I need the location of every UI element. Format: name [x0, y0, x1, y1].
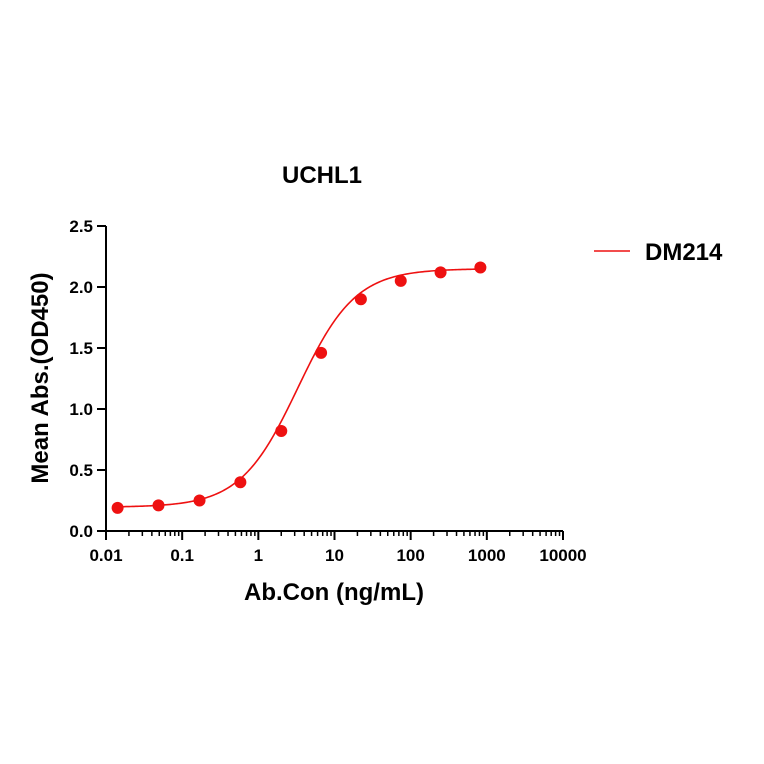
legend: DM214: [594, 239, 723, 266]
y-tick-label: 0.0: [69, 522, 93, 541]
data-point: [315, 346, 328, 359]
x-tick-label: 0.01: [89, 546, 122, 565]
data-point: [394, 274, 407, 287]
plot-area: [111, 261, 487, 514]
x-tick-label: 10000: [539, 546, 586, 565]
x-tick-label: 0.1: [170, 546, 194, 565]
y-tick-label: 2.0: [69, 278, 93, 297]
y-tick-label: 1.0: [69, 400, 93, 419]
data-point: [234, 476, 247, 489]
data-point: [275, 424, 288, 437]
y-axis-title: Mean Abs.(OD450): [27, 272, 54, 483]
fit-curve: [117, 268, 481, 508]
data-point: [193, 494, 206, 507]
y-axis: 0.0 0.5 1.0 1.5 2.0 2.5: [69, 217, 107, 541]
legend-label: DM214: [645, 239, 723, 266]
x-axis: 0.01 0.1 1 10 100 1000 10000: [89, 530, 587, 565]
x-axis-title: Ab.Con (ng/mL): [244, 579, 424, 606]
x-tick-label: 100: [396, 546, 424, 565]
chart-title: UCHL1: [282, 162, 362, 189]
data-point: [474, 261, 487, 274]
y-tick-label: 2.5: [69, 217, 93, 236]
x-tick-label: 1000: [468, 546, 506, 565]
data-point: [152, 499, 165, 512]
y-tick-label: 1.5: [69, 339, 93, 358]
data-point: [434, 266, 447, 279]
y-tick-label: 0.5: [69, 461, 93, 480]
data-point: [354, 293, 367, 306]
data-point: [111, 501, 124, 514]
x-tick-label: 10: [325, 546, 344, 565]
x-tick-label: 1: [254, 546, 263, 565]
